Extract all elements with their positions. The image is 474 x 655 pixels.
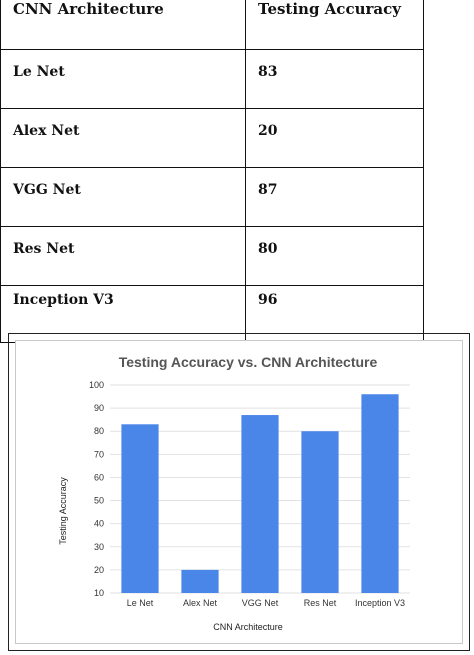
bar-vgg-net xyxy=(241,415,279,593)
x-tick-label: Inception V3 xyxy=(355,598,405,608)
y-tick-label: 30 xyxy=(94,542,104,552)
chart-frame: Testing Accuracy vs. CNN Architecture 10… xyxy=(8,333,470,651)
header-architecture: CNN Architecture xyxy=(0,0,246,50)
table-row: Res Net 80 xyxy=(0,226,424,286)
bar-inception-v3 xyxy=(361,394,399,593)
cell-accuracy: 80 xyxy=(245,226,424,286)
bar-le-net xyxy=(121,424,159,593)
cell-architecture: VGG Net xyxy=(0,167,246,227)
accuracy-table: CNN Architecture Testing Accuracy Le Net… xyxy=(0,0,424,343)
y-tick-label: 60 xyxy=(94,472,104,482)
y-tick-label: 10 xyxy=(94,588,104,598)
cell-accuracy: 20 xyxy=(245,108,424,168)
y-tick-label: 90 xyxy=(94,403,104,413)
y-tick-label: 40 xyxy=(94,519,104,529)
cell-architecture: Le Net xyxy=(0,49,246,109)
chart-title: Testing Accuracy vs. CNN Architecture xyxy=(119,354,378,370)
y-tick-label: 50 xyxy=(94,496,104,506)
y-tick-label: 80 xyxy=(94,426,104,436)
x-tick-label: Alex Net xyxy=(183,598,218,608)
bar-chart: Testing Accuracy vs. CNN Architecture 10… xyxy=(58,354,410,632)
x-axis-label: CNN Architecture xyxy=(213,622,283,632)
chart-panel: Testing Accuracy vs. CNN Architecture 10… xyxy=(15,340,463,644)
cell-architecture: Res Net xyxy=(0,226,246,286)
bar-alex-net xyxy=(181,569,219,593)
y-axis-label: Testing Accuracy xyxy=(58,477,68,545)
bar-res-net xyxy=(301,431,339,593)
x-tick-label: Res Net xyxy=(304,598,337,608)
cell-accuracy: 87 xyxy=(245,167,424,227)
table-row: Le Net 83 xyxy=(0,49,424,109)
table-row: Alex Net 20 xyxy=(0,108,424,168)
cell-accuracy: 83 xyxy=(245,49,424,109)
x-tick-label: VGG Net xyxy=(242,598,279,608)
cell-architecture: Alex Net xyxy=(0,108,246,168)
y-tick-label: 20 xyxy=(94,565,104,575)
y-tick-label: 70 xyxy=(94,449,104,459)
header-accuracy: Testing Accuracy xyxy=(245,0,424,50)
y-tick-label: 100 xyxy=(89,380,104,390)
table-row: VGG Net 87 xyxy=(0,167,424,227)
table-header-row: CNN Architecture Testing Accuracy xyxy=(0,0,424,50)
x-tick-label: Le Net xyxy=(127,598,154,608)
